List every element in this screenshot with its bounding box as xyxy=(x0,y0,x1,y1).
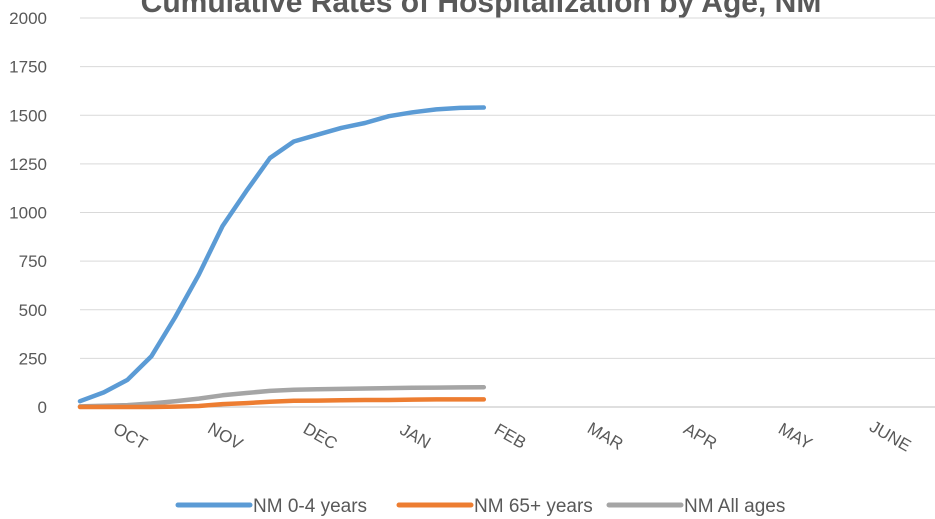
x-tick-label: JUNE xyxy=(866,417,914,456)
x-tick-label: DEC xyxy=(300,419,341,453)
x-tick-label: OCT xyxy=(110,419,151,453)
y-axis-ticks: 0 250 500 750 1000 1250 1500 1750 2000 xyxy=(9,9,47,417)
y-tick-label: 1000 xyxy=(9,204,47,223)
x-tick-label: JAN xyxy=(397,420,434,453)
x-tick-label: MAR xyxy=(584,419,626,454)
series-line xyxy=(77,105,487,404)
series-layer xyxy=(77,105,487,410)
y-tick-label: 1500 xyxy=(9,106,47,125)
y-tick-label: 1750 xyxy=(9,58,47,77)
y-tick-label: 750 xyxy=(19,252,47,271)
x-tick-label: APR xyxy=(680,419,720,453)
legend-label: NM 0-4 years xyxy=(253,496,367,517)
legend: NM 0-4 years NM 65+ years NM All ages xyxy=(175,496,785,517)
y-tick-label: 2000 xyxy=(9,9,47,28)
series-line xyxy=(77,397,487,410)
legend-label: NM All ages xyxy=(684,496,785,517)
y-tick-label: 250 xyxy=(19,349,47,368)
y-tick-label: 500 xyxy=(19,301,47,320)
x-axis-ticks: OCT NOV DEC JAN FEB MAR APR MAY JUNE xyxy=(110,417,914,456)
grid-layer xyxy=(80,17,935,408)
chart-title: Cumulative Rates of Hospitalization by A… xyxy=(141,0,822,19)
x-tick-label: FEB xyxy=(491,420,529,453)
x-tick-label: NOV xyxy=(205,419,247,454)
y-tick-label: 1250 xyxy=(9,155,47,174)
x-tick-label: MAY xyxy=(775,419,815,453)
series-line xyxy=(77,384,487,409)
y-tick-label: 0 xyxy=(38,398,47,417)
legend-label: NM 65+ years xyxy=(474,496,593,517)
